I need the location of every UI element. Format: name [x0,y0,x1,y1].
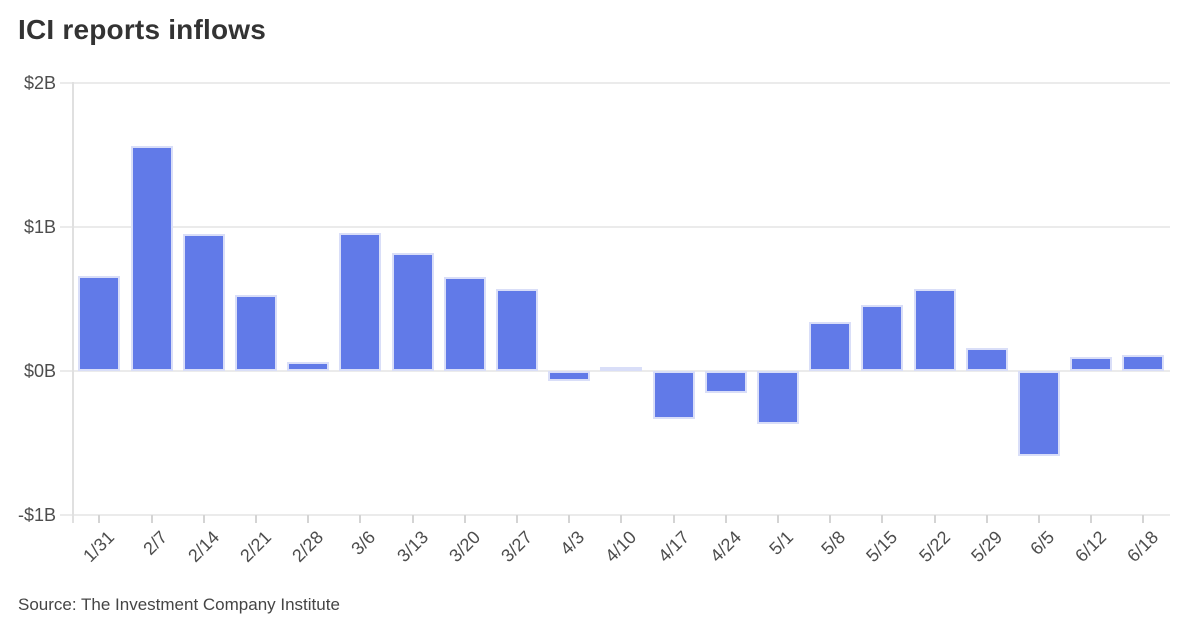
x-tick [463,515,466,523]
x-axis-label: 1/31 [79,527,119,566]
bar [234,295,277,371]
x-tick [1090,515,1093,523]
x-axis-label: 5/1 [765,527,798,559]
x-axis-label: 3/20 [444,527,484,566]
x-axis-label: 5/15 [862,527,902,566]
bar [495,289,538,371]
bar [130,146,173,371]
bar [965,348,1008,371]
x-axis-label: 4/10 [601,527,641,566]
x-tick [515,515,518,523]
x-tick [881,515,884,523]
bar [600,367,643,371]
x-tick [829,515,832,523]
bar [913,289,956,371]
bar [548,371,591,381]
x-tick [620,515,623,523]
x-axis-label: 5/29 [966,527,1006,566]
x-tick [307,515,310,523]
x-axis-label: 4/24 [705,527,745,566]
y-axis-line [72,82,74,523]
x-axis-label: 3/27 [497,527,537,566]
y-axis-label: $1B [23,216,56,237]
x-axis-label: 6/18 [1123,527,1163,566]
bar [443,277,486,371]
gridline [60,370,1170,372]
y-axis-label: $2B [23,72,56,93]
bar [704,371,747,393]
x-axis-label: 6/5 [1026,527,1059,559]
bar [1070,357,1113,371]
x-tick [1142,515,1145,523]
x-tick [150,515,153,523]
x-tick [1037,515,1040,523]
x-tick [411,515,414,523]
bar [78,276,121,371]
x-axis-label: 4/3 [556,527,589,559]
x-tick [776,515,779,523]
x-axis-label: 2/28 [288,527,328,566]
bar [652,371,695,419]
x-tick [202,515,205,523]
gridline [60,225,1170,228]
x-axis-label: 5/8 [817,527,850,559]
bar [391,253,434,371]
x-tick [933,515,936,523]
x-axis-label: 5/22 [914,527,954,566]
chart-title: ICI reports inflows [18,14,267,45]
x-axis-label: 3/6 [347,527,380,559]
gridline [60,514,1170,517]
y-axis-label: -$1B [17,505,56,526]
bar [809,322,852,371]
bar [756,371,799,424]
x-axis-label: 3/13 [392,527,432,566]
gridline [60,81,1170,84]
x-tick [98,515,101,523]
plot-area: $2B $1B $0B -$1B 1/31 2/7 2/14 2/21 2/28 3/6 3/13 3… [18,73,1170,566]
x-tick [672,515,675,523]
x-axis-label: 4/17 [653,527,693,566]
bar [287,362,330,371]
x-tick [985,515,988,523]
bar [1122,355,1165,371]
x-axis-label: 2/14 [183,527,223,566]
x-axis-label: 2/21 [236,527,276,566]
bar [861,305,904,371]
x-axis-label: 2/7 [138,527,171,559]
x-tick [724,515,727,523]
bar [339,233,382,371]
x-tick [568,515,571,523]
x-tick [359,515,362,523]
bar [1017,371,1060,456]
source-note: Source: The Investment Company Institute [18,595,340,614]
bar [182,234,225,371]
x-axis-label: 6/12 [1071,527,1111,566]
y-axis-label: $0B [23,361,56,381]
x-tick [254,515,257,523]
